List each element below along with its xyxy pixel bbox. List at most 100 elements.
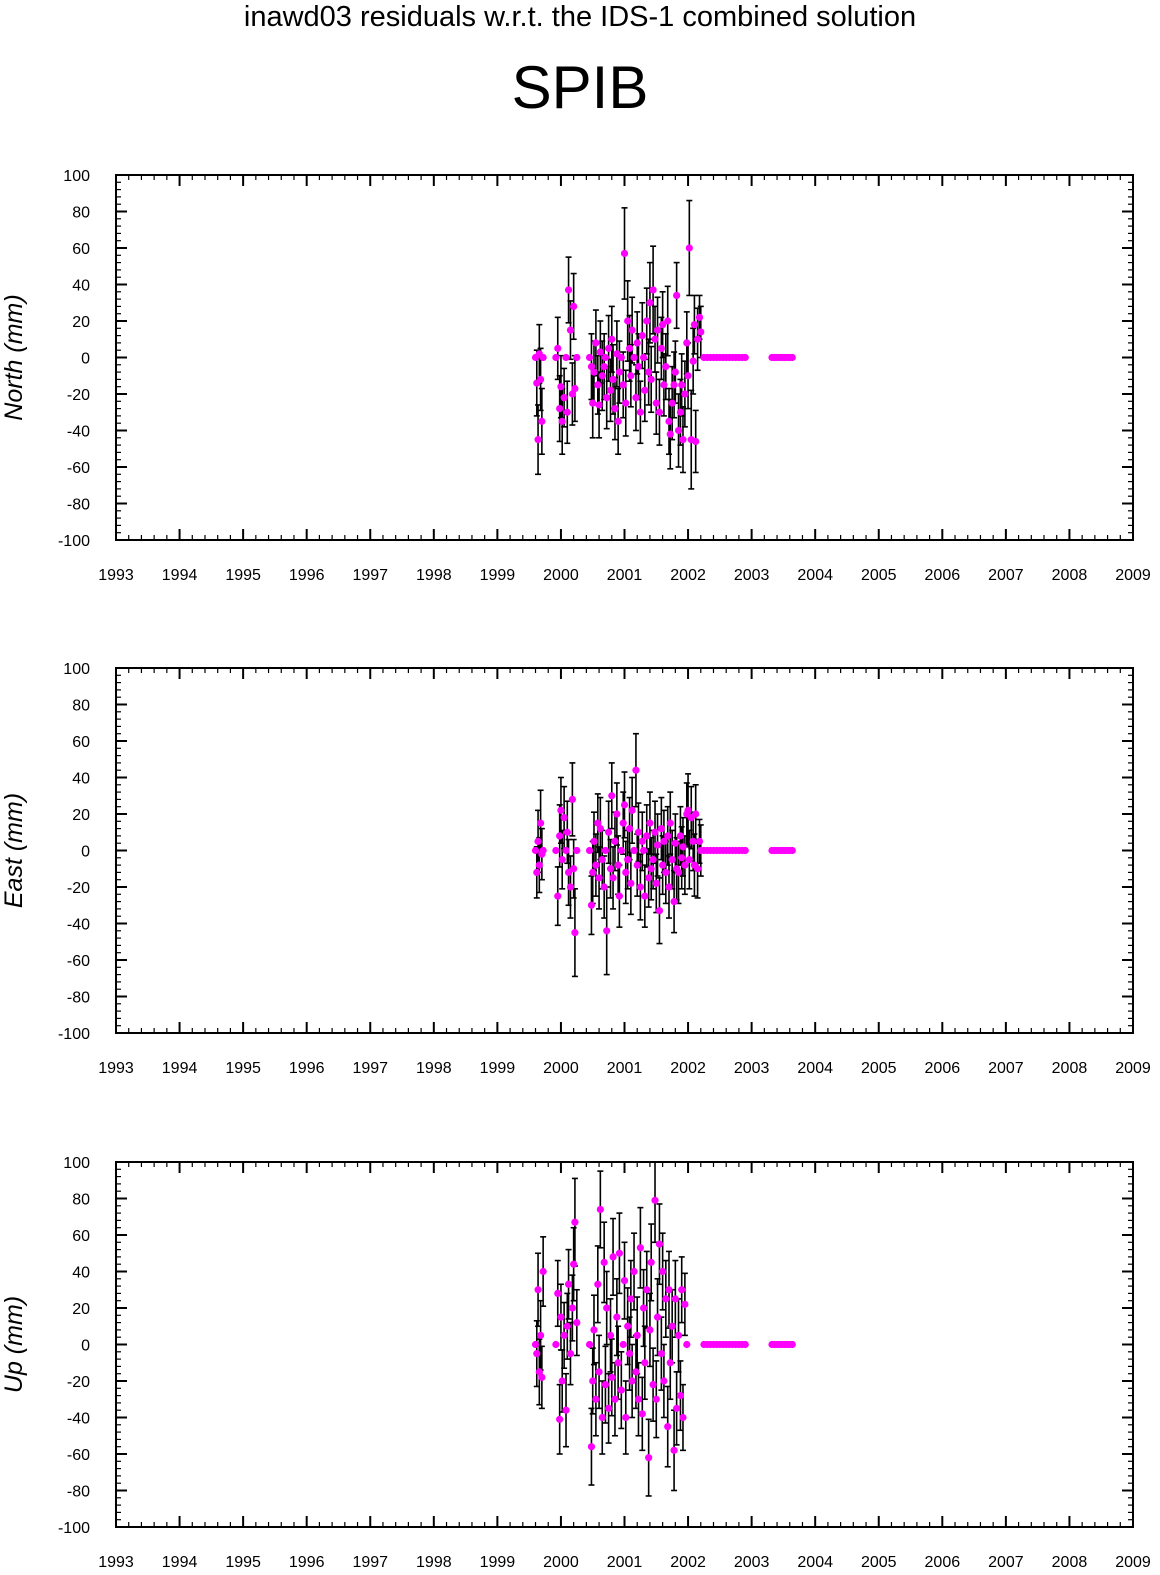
up-data-point xyxy=(632,1368,640,1376)
north-data-point xyxy=(681,390,689,398)
north-data-point xyxy=(563,408,571,416)
north-data-point xyxy=(552,353,560,362)
east-x-tick-label: 2005 xyxy=(861,1060,897,1077)
north-x-tick-label: 2005 xyxy=(861,567,897,584)
east-data-point xyxy=(601,846,610,855)
north-data-point xyxy=(678,381,686,389)
up-x-tick-label: 1995 xyxy=(225,1554,261,1571)
east-data-point xyxy=(564,868,573,877)
east-data-point xyxy=(592,861,600,869)
east-data-point xyxy=(653,841,662,849)
north-data-point xyxy=(674,426,683,435)
north-data-point xyxy=(600,363,608,371)
up-data-point xyxy=(533,1350,541,1358)
up-data-point xyxy=(614,1359,622,1367)
east-data-point xyxy=(689,837,697,845)
north-data-point xyxy=(679,436,687,444)
north-data-point xyxy=(641,386,649,394)
north-x-tick-label: 1996 xyxy=(289,567,325,584)
up-data-point xyxy=(608,1373,616,1381)
up-data-point xyxy=(539,1267,547,1276)
north-data-point xyxy=(622,399,630,407)
up-y-tick-label: 60 xyxy=(72,1228,90,1245)
east-data-point xyxy=(606,865,615,873)
north-data-point xyxy=(633,339,641,347)
east-data-point xyxy=(594,819,602,827)
north-data-point xyxy=(671,368,679,376)
up-y-tick-label: -60 xyxy=(67,1447,90,1464)
north-data-point xyxy=(657,344,665,352)
east-data-point xyxy=(573,846,581,855)
up-data-point xyxy=(678,1286,686,1294)
north-data-point xyxy=(554,344,562,352)
north-x-tick-label: 1994 xyxy=(162,567,198,584)
east-data-point xyxy=(590,837,598,845)
north-data-point xyxy=(536,375,545,383)
north-data-point xyxy=(662,363,670,371)
up-x-tick-label: 2008 xyxy=(1052,1554,1088,1571)
east-x-tick-label: 2001 xyxy=(607,1060,643,1077)
north-data-point xyxy=(643,317,651,325)
north-data-point xyxy=(632,394,640,402)
up-x-tick-label: 1997 xyxy=(352,1554,388,1571)
east-data-point xyxy=(666,819,674,827)
north-data-point xyxy=(684,372,692,380)
up-x-tick-label: 2009 xyxy=(1115,1554,1151,1571)
up-x-tick-label: 2001 xyxy=(607,1554,643,1571)
north-data-point xyxy=(668,399,676,407)
up-data-point xyxy=(596,1205,604,1214)
up-data-point xyxy=(619,1340,627,1349)
north-x-tick-label: 1998 xyxy=(416,567,452,584)
east-data-point xyxy=(651,828,659,836)
north-data-point xyxy=(592,339,600,347)
up-data-point xyxy=(611,1395,619,1403)
east-data-point xyxy=(570,865,578,873)
up-data-point xyxy=(564,1280,573,1288)
up-data-point xyxy=(615,1249,624,1257)
east-data-point xyxy=(645,874,653,882)
north-data-point xyxy=(539,353,547,362)
up-x-tick-label: 2007 xyxy=(988,1554,1024,1571)
north-data-point xyxy=(693,335,702,343)
east-x-tick-label: 1998 xyxy=(416,1060,452,1077)
north-data-point xyxy=(646,299,654,307)
north-data-point xyxy=(585,353,594,362)
east-y-tick-label: 40 xyxy=(72,771,90,788)
east-data-point xyxy=(647,865,655,873)
north-data-point xyxy=(649,286,657,294)
east-panel: 1993 1994 1995 1996 1997 1998 1999 2000 2001 2002… xyxy=(0,661,1151,1077)
north-x-tick-label: 2006 xyxy=(925,567,961,584)
up-data-point xyxy=(645,1454,653,1462)
east-data-point xyxy=(536,819,545,827)
up-x-tick-label: 2002 xyxy=(670,1554,706,1571)
north-data-point xyxy=(659,321,667,329)
north-data-point xyxy=(624,317,632,325)
north-data-point xyxy=(560,394,568,402)
north-data-point xyxy=(611,405,619,413)
east-data-point xyxy=(639,846,648,855)
north-data-point xyxy=(689,357,697,365)
north-data-point xyxy=(690,321,699,329)
north-data-point xyxy=(609,375,617,383)
north-data-point xyxy=(625,344,634,352)
up-data-point xyxy=(552,1340,560,1349)
east-x-tick-label: 2004 xyxy=(797,1060,833,1077)
north-x-tick-label: 1995 xyxy=(225,567,261,584)
north-data-point xyxy=(596,348,604,356)
east-data-point xyxy=(587,901,596,909)
up-data-point xyxy=(674,1331,683,1339)
east-data-point xyxy=(638,837,646,845)
north-x-tick-label: 1997 xyxy=(352,567,388,584)
east-data-point xyxy=(681,861,689,869)
figure-suptitle: inawd03 residuals w.r.t. the IDS-1 combi… xyxy=(243,1,917,33)
up-data-point xyxy=(665,1286,673,1294)
north-data-point xyxy=(655,408,664,416)
up-x-tick-label: 2006 xyxy=(925,1554,961,1571)
north-data-point xyxy=(664,317,672,325)
east-y-tick-label: -40 xyxy=(67,917,90,934)
east-data-point xyxy=(563,828,571,836)
north-data-point xyxy=(653,326,662,334)
up-data-point xyxy=(639,1304,648,1312)
up-x-tick-label: 2004 xyxy=(797,1554,833,1571)
east-data-point xyxy=(652,879,660,887)
